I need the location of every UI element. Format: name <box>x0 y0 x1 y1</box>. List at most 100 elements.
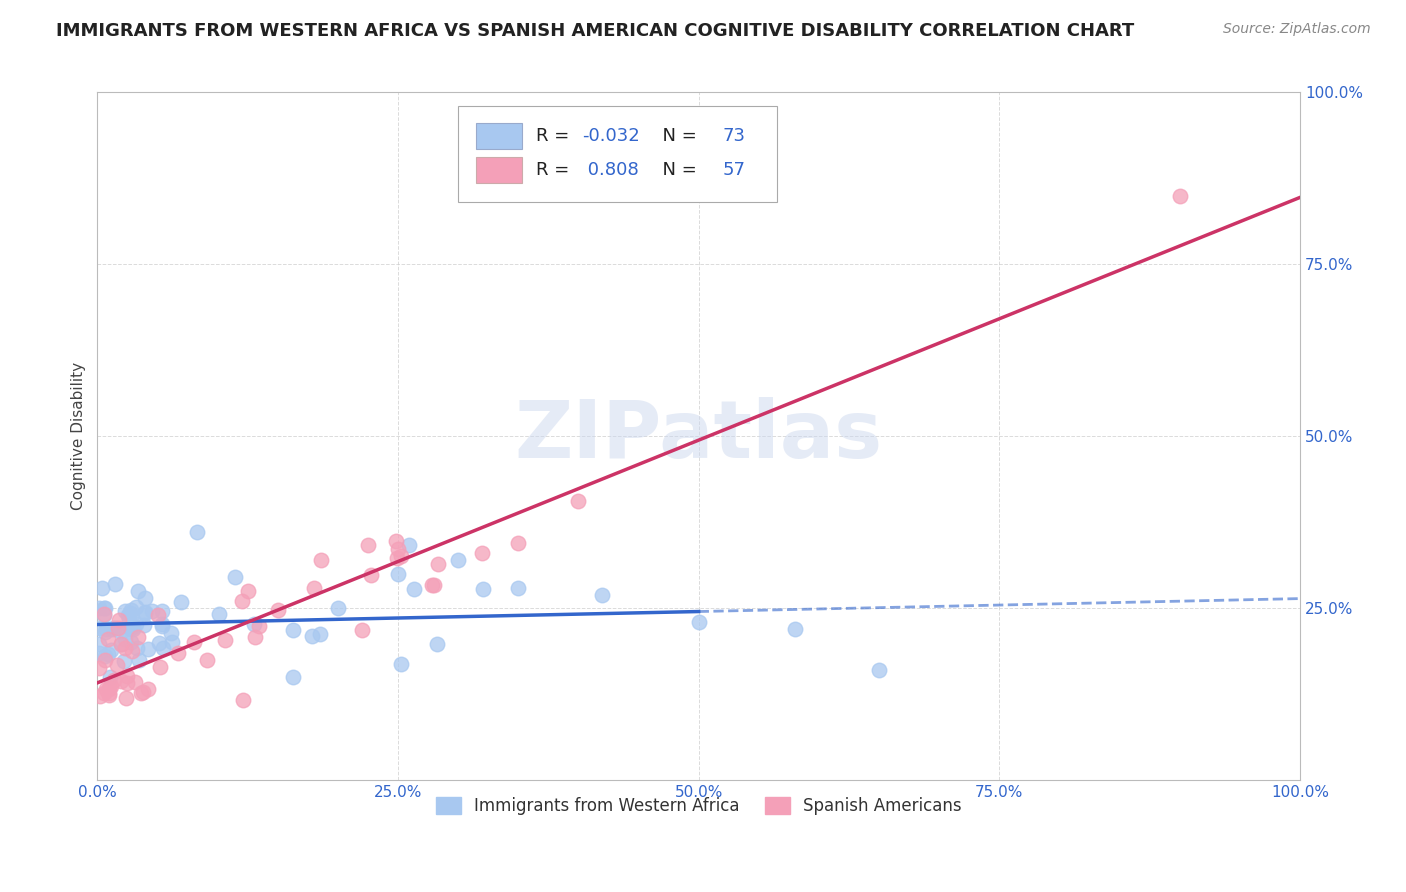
Point <box>186 525 208 540</box>
Point <box>120 610 142 624</box>
Point <box>783 622 806 636</box>
Point <box>136 682 159 697</box>
Point <box>141 604 163 618</box>
Point <box>231 594 253 608</box>
Point <box>121 644 143 658</box>
Point <box>1168 188 1191 202</box>
Point <box>508 536 530 550</box>
Point <box>224 570 246 584</box>
Point <box>97 688 120 702</box>
Point <box>91 581 114 595</box>
Point <box>93 686 115 700</box>
Point <box>247 619 270 633</box>
Point <box>114 604 136 618</box>
Point <box>134 605 156 619</box>
Point <box>93 607 115 622</box>
Point <box>122 623 145 637</box>
Point <box>404 582 426 596</box>
Point <box>87 661 110 675</box>
Point <box>94 681 117 696</box>
Point <box>357 538 380 552</box>
Point <box>118 606 141 620</box>
Point <box>592 588 614 602</box>
Point <box>118 621 141 635</box>
Point <box>267 603 290 617</box>
Point <box>302 581 325 595</box>
Point <box>127 640 149 655</box>
Point <box>108 613 131 627</box>
Point <box>301 629 323 643</box>
Point <box>208 607 231 621</box>
Point <box>127 584 149 599</box>
Point <box>132 685 155 699</box>
FancyBboxPatch shape <box>477 157 522 183</box>
Point <box>508 581 530 595</box>
Point <box>195 653 218 667</box>
Point <box>150 619 173 633</box>
Point <box>89 689 111 703</box>
Point <box>105 658 128 673</box>
Point <box>97 632 120 646</box>
Point <box>118 613 141 627</box>
Point <box>103 673 125 688</box>
Point <box>136 641 159 656</box>
Point <box>114 640 136 655</box>
Text: R =: R = <box>536 161 575 179</box>
Point <box>110 637 132 651</box>
Point <box>426 637 449 651</box>
Point <box>115 691 138 706</box>
Point <box>868 663 890 677</box>
Point <box>398 537 420 551</box>
Point <box>128 653 150 667</box>
Point <box>120 603 142 617</box>
Point <box>160 635 183 649</box>
Point <box>231 693 253 707</box>
Point <box>169 594 191 608</box>
Text: Source: ZipAtlas.com: Source: ZipAtlas.com <box>1223 22 1371 37</box>
Point <box>125 599 148 614</box>
FancyBboxPatch shape <box>477 122 522 149</box>
Point <box>134 607 156 621</box>
Point <box>385 550 408 565</box>
Point <box>101 621 124 635</box>
Text: ZIPatlas: ZIPatlas <box>515 397 883 475</box>
Point <box>387 566 409 581</box>
Point <box>131 686 153 700</box>
Point <box>112 654 135 668</box>
Point <box>97 647 120 661</box>
Point <box>360 567 382 582</box>
Point <box>350 624 373 638</box>
Point <box>281 623 304 637</box>
Point <box>100 679 122 693</box>
Point <box>107 621 129 635</box>
Point <box>152 640 174 655</box>
Point <box>94 649 117 664</box>
Point <box>236 583 259 598</box>
Text: 73: 73 <box>723 127 745 145</box>
Point <box>326 601 349 615</box>
Point <box>110 637 132 651</box>
Point <box>89 601 111 615</box>
Point <box>146 607 169 622</box>
Point <box>183 635 205 649</box>
Point <box>149 659 172 673</box>
Point <box>101 622 124 636</box>
Point <box>160 626 183 640</box>
Point <box>100 642 122 657</box>
Text: N =: N = <box>651 127 702 145</box>
Point <box>243 630 266 644</box>
Point <box>121 619 143 633</box>
Text: -0.032: -0.032 <box>582 127 640 145</box>
Point <box>120 635 142 649</box>
Point <box>98 681 121 695</box>
Point <box>214 633 236 648</box>
Point <box>387 542 409 557</box>
Point <box>420 578 443 592</box>
Point <box>114 632 136 647</box>
Point <box>93 601 115 615</box>
Point <box>134 618 156 632</box>
Point <box>567 493 589 508</box>
Point <box>389 549 412 563</box>
Text: R =: R = <box>536 127 575 145</box>
FancyBboxPatch shape <box>458 106 778 202</box>
